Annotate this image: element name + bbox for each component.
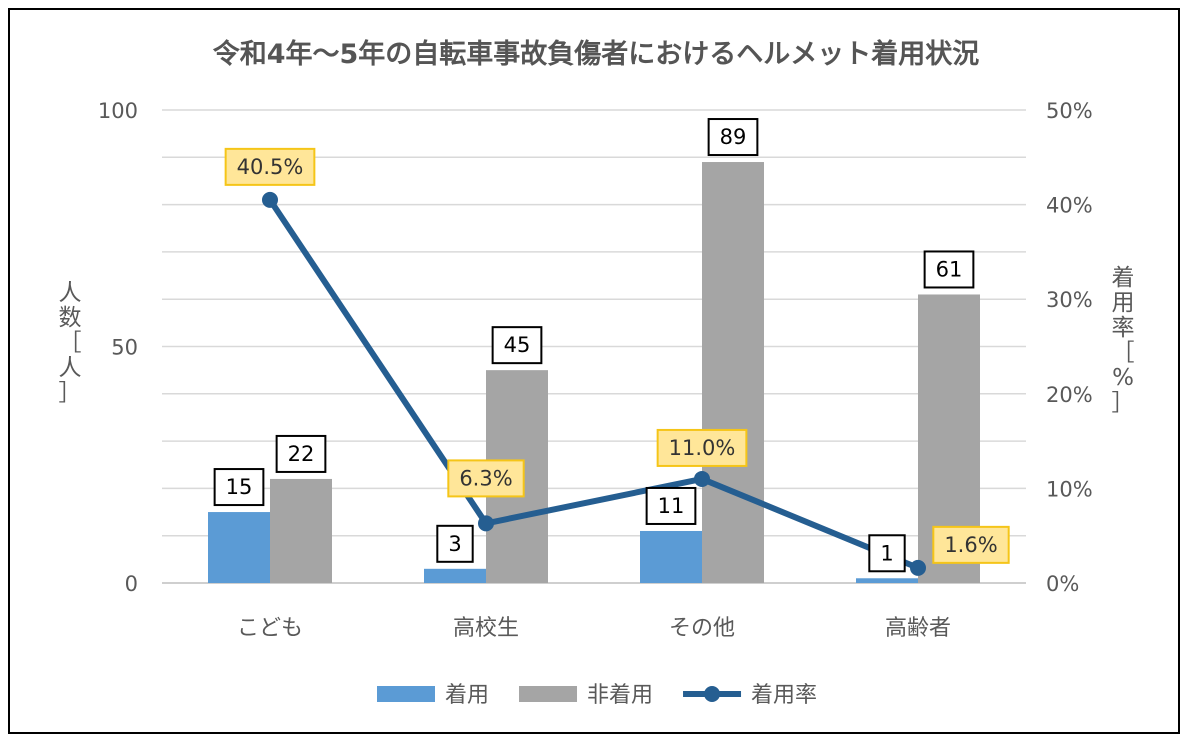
- legend-swatch-marker: [704, 686, 721, 702]
- rate-value-label-bg: [447, 459, 525, 498]
- category-label: 高齢者: [885, 616, 951, 641]
- y-right-tick-label: 40%: [1046, 194, 1093, 218]
- rate-value-label: 6.3%: [459, 466, 512, 490]
- rate-point-1: [478, 515, 494, 532]
- y-left-axis-label-char: ［: [59, 330, 82, 356]
- rate-value-label-box: 1.6%: [932, 525, 1010, 564]
- y-right-tick-label: 20%: [1046, 383, 1093, 407]
- bar-value-label-bg: [645, 486, 697, 525]
- bar-value-label-box: 89: [707, 118, 759, 157]
- bar-value-label-bg: [491, 326, 543, 365]
- legend: 着用 非着用 着用率: [377, 683, 817, 708]
- category-labels: こども 高校生 その他 高齢者: [237, 616, 951, 641]
- bars: [208, 162, 980, 583]
- bar-value-label-box: 61: [923, 250, 975, 289]
- y-right-axis-label-char: 率: [1112, 315, 1135, 341]
- legend-swatch-0: [377, 686, 435, 702]
- bar-value-label: 89: [720, 125, 747, 149]
- bar-value-label: 3: [448, 532, 461, 556]
- y-left-label: 人数［人］: [59, 280, 82, 406]
- rate-value-label-bg: [932, 525, 1010, 564]
- y-left-axis-label-char: 数: [59, 305, 82, 331]
- bar-value-label-box: 11: [645, 486, 697, 525]
- y-left-axis-label-char: 人: [59, 280, 82, 306]
- line-series: [262, 191, 926, 576]
- bar-worn-3: [856, 578, 918, 583]
- rate-value-label-box: 40.5%: [224, 147, 316, 186]
- y-right-tick-label: 10%: [1046, 477, 1093, 501]
- legend-label-2: 着用率: [751, 683, 817, 708]
- category-label: 高校生: [453, 616, 519, 641]
- y-left-tick-label: 100: [98, 99, 138, 123]
- y-right-axis-label-char: 用: [1112, 290, 1135, 316]
- rate-value-label-bg: [224, 147, 316, 186]
- bar-value-label: 1: [880, 541, 893, 565]
- rate-point-3: [910, 559, 926, 576]
- bar-worn-0: [208, 512, 270, 583]
- rate-value-label: 1.6%: [944, 533, 997, 557]
- bar-value-label-bg: [213, 468, 265, 507]
- bar-value-label-box: 3: [436, 524, 474, 563]
- bar-value-label-box: 45: [491, 326, 543, 365]
- y-left-tick-label: 0: [125, 572, 138, 596]
- y-right-tick-label: 50%: [1046, 99, 1093, 123]
- legend-label-1: 非着用: [587, 683, 653, 708]
- chart-frame: [8, 8, 1180, 734]
- bar-value-label-bg: [923, 250, 975, 289]
- y-left-tick-label: 50: [111, 336, 138, 360]
- rate-value-label-box: 6.3%: [447, 459, 525, 498]
- y-right-axis-label-char: ］: [1112, 390, 1135, 416]
- rate-line: [267, 198, 920, 571]
- category-label: その他: [669, 616, 735, 641]
- bar-value-label: 22: [288, 442, 315, 466]
- bar-value-label-bg: [436, 524, 474, 563]
- y-right-axis-label-char: %: [1112, 365, 1134, 391]
- rate-value-label: 11.0%: [669, 436, 736, 460]
- y-right-axis-label-char: ［: [1112, 340, 1135, 366]
- bar-value-label: 15: [226, 475, 253, 499]
- y-left-axis-label-char: ］: [59, 380, 82, 406]
- legend-swatch-1: [519, 686, 578, 702]
- bar-value-label-bg: [707, 118, 759, 157]
- bar-value-label: 61: [936, 257, 963, 281]
- category-label: こども: [237, 616, 303, 641]
- legend-label-0: 着用: [445, 683, 489, 708]
- rate-point-2: [694, 470, 710, 487]
- bar-worn-2: [640, 530, 702, 583]
- bar-value-label-bg: [275, 434, 327, 473]
- y-right-label: 着用率［%］: [1112, 265, 1135, 416]
- chart-title: 令和4年～5年の自転車事故負傷者におけるヘルメット着用状況: [213, 38, 980, 70]
- bar-worn-1: [424, 568, 486, 583]
- y-right-axis-label-char: 着: [1112, 265, 1135, 291]
- bar-value-label: 11: [658, 494, 685, 518]
- bar-not-worn-2: [702, 162, 764, 583]
- y-left-axis-label-char: 人: [59, 355, 82, 381]
- bar-value-label-box: 15: [213, 468, 265, 507]
- rate-value-label: 40.5%: [237, 155, 304, 179]
- bar-value-label-bg: [868, 534, 906, 573]
- rate-point-0: [262, 191, 278, 208]
- y-right-tick-label: 30%: [1046, 288, 1093, 312]
- bar-not-worn-0: [270, 478, 332, 583]
- bar-value-label: 45: [504, 333, 531, 357]
- y-right-tick-label: 0%: [1046, 572, 1079, 596]
- y-right-ticks: 0% 10% 20% 30% 40% 50%: [1046, 99, 1093, 596]
- bar-value-label-box: 22: [275, 434, 327, 473]
- rate-value-label-bg: [656, 428, 748, 467]
- bar-value-label-box: 1: [868, 534, 906, 573]
- rate-value-label-box: 11.0%: [656, 428, 748, 467]
- y-left-ticks: 0 50 100: [98, 99, 138, 596]
